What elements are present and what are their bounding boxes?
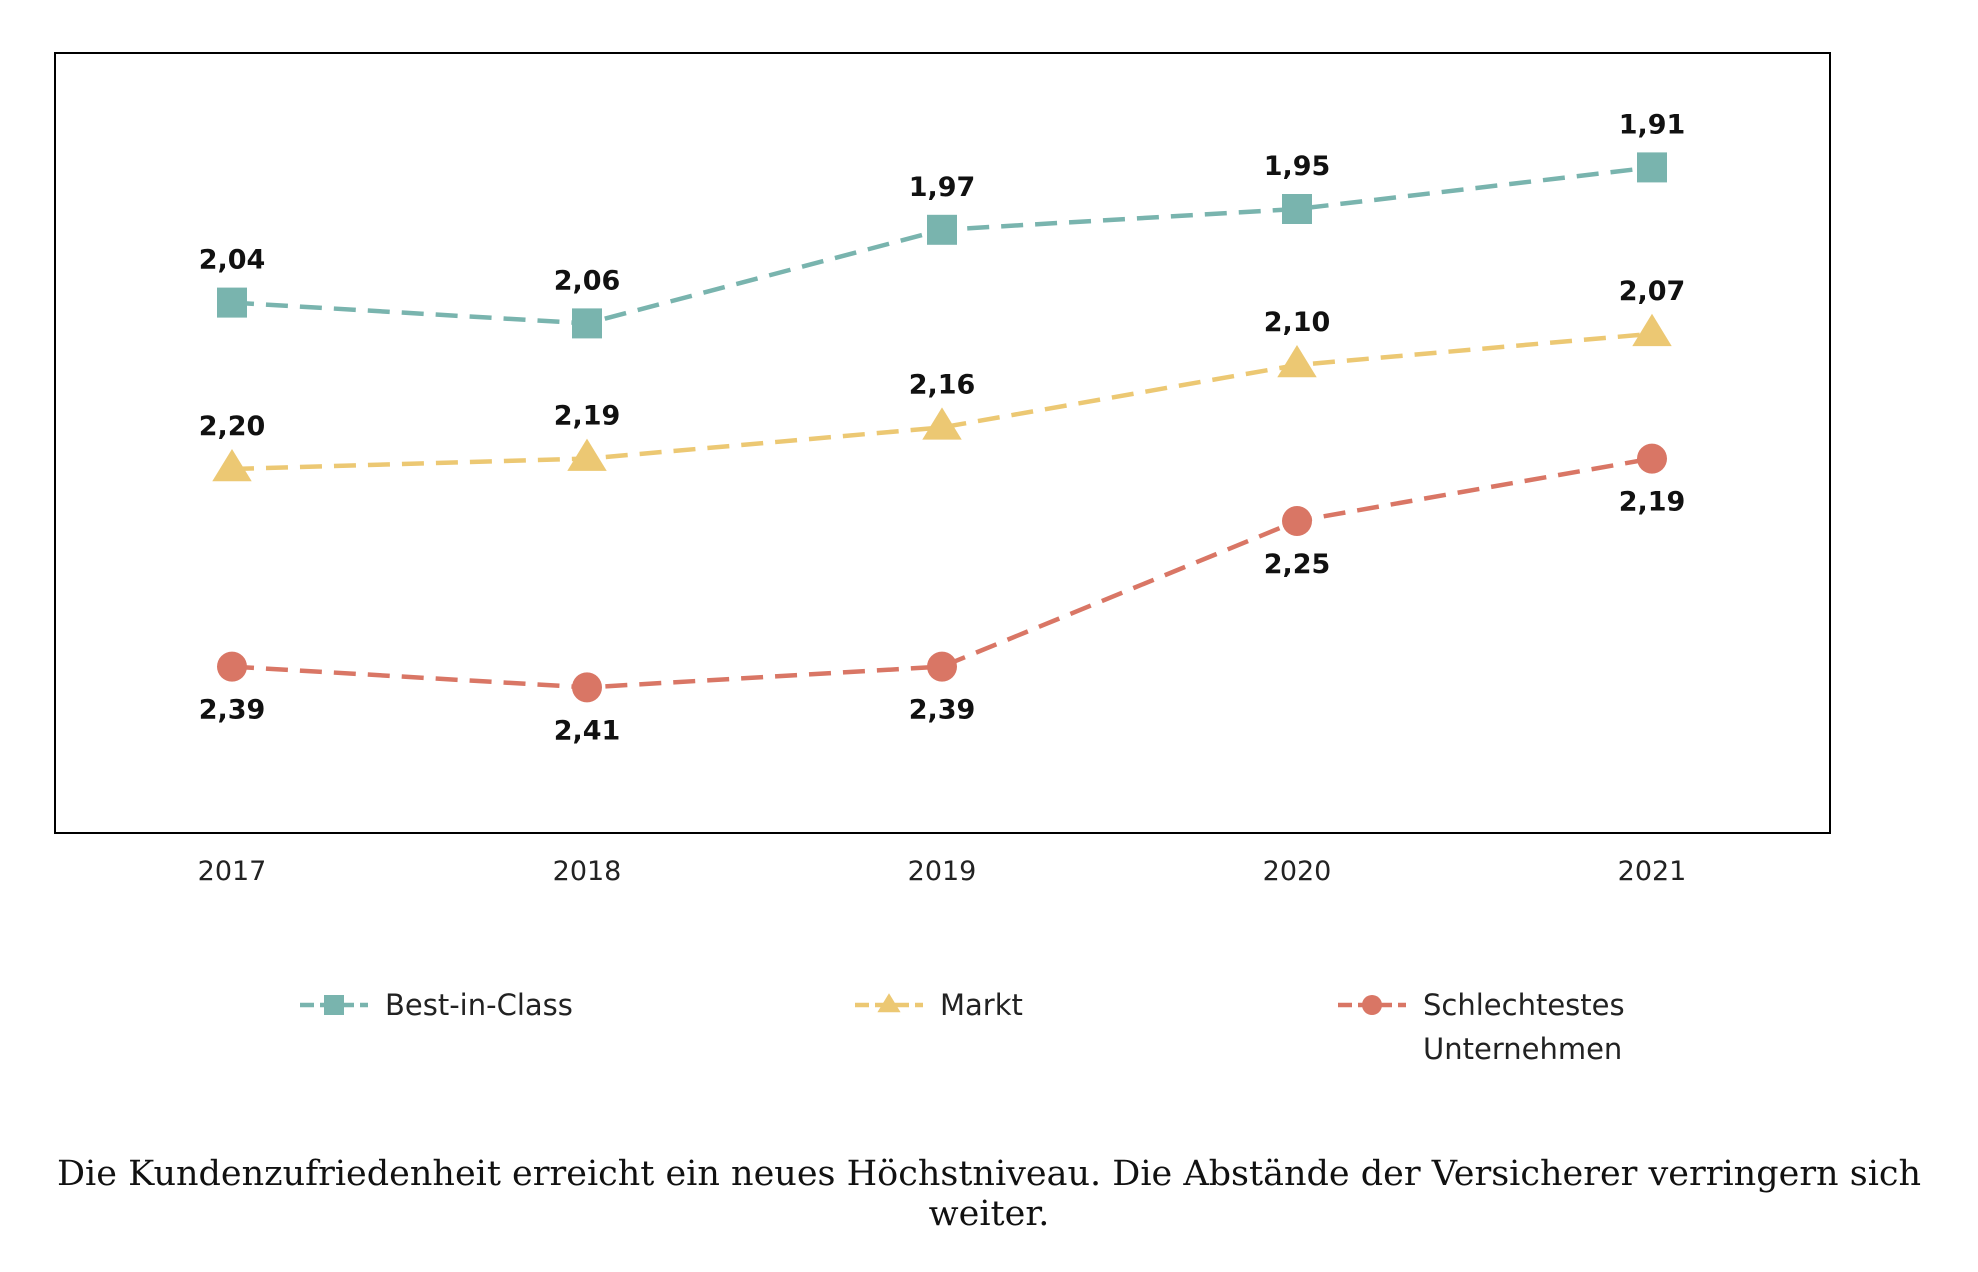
data-label: 2,19 xyxy=(1619,487,1686,518)
x-tick-label: 2021 xyxy=(1618,856,1687,887)
data-point xyxy=(572,672,602,703)
data-point xyxy=(927,214,957,245)
data-label: 2,10 xyxy=(1264,307,1331,338)
data-label: 1,95 xyxy=(1264,151,1331,182)
legend-item: Markt xyxy=(855,988,1023,1022)
data-point xyxy=(217,287,247,318)
legend-label: Markt xyxy=(940,988,1023,1022)
data-point xyxy=(212,448,252,482)
plot-area xyxy=(54,52,1831,834)
data-label: 2,39 xyxy=(199,695,266,726)
data-label: 2,39 xyxy=(909,695,976,726)
legend-marker xyxy=(877,993,901,1013)
data-point xyxy=(1637,443,1667,474)
data-label: 2,19 xyxy=(554,401,621,432)
x-tick-label: 2019 xyxy=(908,856,977,887)
data-label: 2,20 xyxy=(199,411,266,442)
legend-label: Schlechtestes Unternehmen xyxy=(1423,988,1625,1066)
data-label: 1,97 xyxy=(909,172,976,203)
data-label: 2,06 xyxy=(554,265,621,296)
legend: Best-in-Class Markt Schlechtestes Unternehm… xyxy=(300,988,1625,1066)
legend-item: Schlechtestes Unternehmen xyxy=(1338,988,1625,1066)
x-tick-label: 2020 xyxy=(1263,856,1332,887)
data-label-layer: 2,04 2,06 1,97 1,95 1,91 2,20 2,19 2,16 2,10 2,07… xyxy=(199,109,1686,746)
data-label: 2,07 xyxy=(1619,276,1686,307)
x-axis-ticks: 2017 2018 2019 2020 2021 xyxy=(198,856,1687,887)
legend-label: Best-in-Class xyxy=(385,988,573,1022)
data-point xyxy=(567,438,607,471)
series-line xyxy=(231,331,1653,472)
data-point xyxy=(927,651,957,682)
data-label: 2,41 xyxy=(554,715,621,746)
figure-caption: Die Kundenzufriedenheit erreicht ein neu… xyxy=(56,1154,1922,1234)
data-label: 2,25 xyxy=(1264,549,1331,580)
data-point xyxy=(922,407,962,440)
series-3 xyxy=(217,443,1667,703)
data-point xyxy=(217,651,247,682)
data-label: 2,16 xyxy=(909,369,976,400)
data-point xyxy=(1632,313,1672,347)
data-point xyxy=(1637,152,1667,183)
legend-marker xyxy=(1362,995,1382,1015)
x-tick-label: 2017 xyxy=(198,856,267,887)
x-tick-label: 2018 xyxy=(553,856,622,887)
legend-item: Best-in-Class xyxy=(300,988,573,1022)
series-layer xyxy=(212,152,1672,703)
series-2 xyxy=(212,313,1672,482)
series-1 xyxy=(217,152,1667,339)
data-point xyxy=(1282,194,1312,224)
legend-marker xyxy=(324,995,344,1015)
data-point xyxy=(572,308,602,339)
data-point xyxy=(1277,344,1317,378)
data-point xyxy=(1282,506,1312,536)
data-label: 1,91 xyxy=(1619,109,1686,140)
data-label: 2,04 xyxy=(199,245,266,276)
